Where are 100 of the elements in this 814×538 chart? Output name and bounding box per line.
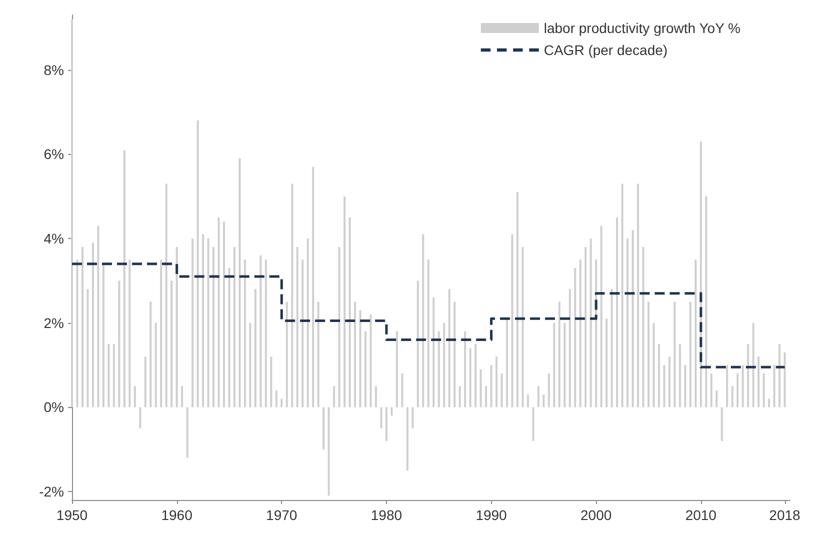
bar: [542, 394, 545, 408]
bar: [506, 318, 508, 408]
x-tick-label: 2018: [769, 507, 801, 523]
bar: [390, 407, 393, 416]
bar: [380, 407, 382, 428]
bar: [752, 322, 754, 408]
bar: [668, 356, 670, 408]
bar: [532, 407, 534, 441]
bar: [511, 234, 514, 408]
bar: [192, 238, 194, 408]
bar: [480, 369, 482, 408]
bar: [454, 302, 456, 408]
bar: [621, 184, 624, 408]
bar: [678, 344, 681, 408]
bar: [490, 365, 492, 408]
bar: [354, 302, 356, 408]
x-tick-label: 2000: [580, 507, 612, 523]
bar: [652, 322, 655, 408]
bar: [689, 302, 692, 408]
bar: [244, 260, 246, 408]
bar: [642, 246, 644, 408]
bar: [218, 217, 220, 408]
bar: [165, 184, 168, 408]
bar: [564, 322, 566, 408]
bar: [522, 246, 524, 408]
bar: [548, 373, 550, 408]
bar: [773, 365, 776, 408]
bar: [705, 196, 708, 408]
bar: [344, 196, 346, 408]
bar: [758, 356, 760, 408]
bar: [312, 166, 314, 408]
bar: [469, 348, 472, 408]
bar: [762, 373, 765, 408]
x-tick-label: 1950: [56, 507, 88, 523]
bar: [716, 390, 718, 408]
bar: [270, 356, 272, 408]
bar: [112, 344, 115, 408]
bar: [684, 365, 686, 408]
x-tick-label: 2010: [685, 507, 717, 523]
bar: [610, 289, 613, 408]
bar: [202, 234, 204, 408]
bar: [710, 373, 712, 408]
bar: [170, 280, 173, 408]
bar: [438, 331, 440, 408]
bar: [186, 407, 188, 458]
bar: [674, 302, 676, 408]
bar: [736, 373, 739, 408]
bar: [160, 260, 162, 408]
bar: [584, 246, 587, 408]
bar: [406, 407, 408, 470]
bar: [632, 230, 634, 408]
x-tick-label: 1990: [476, 507, 508, 523]
bar: [537, 386, 540, 408]
x-tick-label: 1980: [370, 507, 402, 523]
bar: [71, 19, 73, 408]
y-tick-label: 6%: [44, 146, 64, 162]
bar: [616, 217, 618, 408]
bar: [97, 226, 100, 408]
bar: [144, 356, 146, 408]
bar: [416, 280, 419, 408]
bar: [306, 238, 309, 408]
bar: [280, 398, 283, 408]
bar: [317, 302, 320, 408]
bar: [574, 268, 576, 408]
bar: [663, 365, 666, 408]
bar: [778, 344, 781, 408]
bar: [154, 322, 157, 408]
bar: [370, 314, 372, 408]
bar: [181, 386, 184, 408]
bar: [374, 386, 377, 408]
bar: [485, 386, 488, 408]
bar: [590, 238, 592, 408]
bar: [784, 352, 786, 408]
bar: [396, 331, 398, 408]
bar: [302, 260, 304, 408]
bar: [464, 331, 466, 408]
bar: [264, 260, 267, 408]
bar: [694, 260, 697, 408]
bar: [296, 246, 298, 408]
bar: [207, 238, 210, 408]
bar: [249, 322, 252, 408]
bar: [579, 260, 582, 408]
bar: [359, 310, 362, 408]
bar: [364, 331, 366, 408]
bar: [196, 120, 199, 408]
y-tick-label: 4%: [44, 230, 64, 247]
bar: [600, 226, 602, 408]
bar: [553, 322, 556, 408]
bar: [228, 268, 230, 408]
y-tick-label: 2%: [44, 314, 64, 331]
bar: [558, 302, 560, 408]
bar: [647, 302, 650, 408]
bar: [123, 150, 126, 408]
bar: [328, 407, 330, 496]
bar: [401, 373, 404, 408]
bar: [260, 255, 262, 408]
bar: [720, 407, 723, 441]
bar: [731, 386, 734, 408]
bar: [427, 260, 430, 408]
bar: [385, 407, 388, 441]
